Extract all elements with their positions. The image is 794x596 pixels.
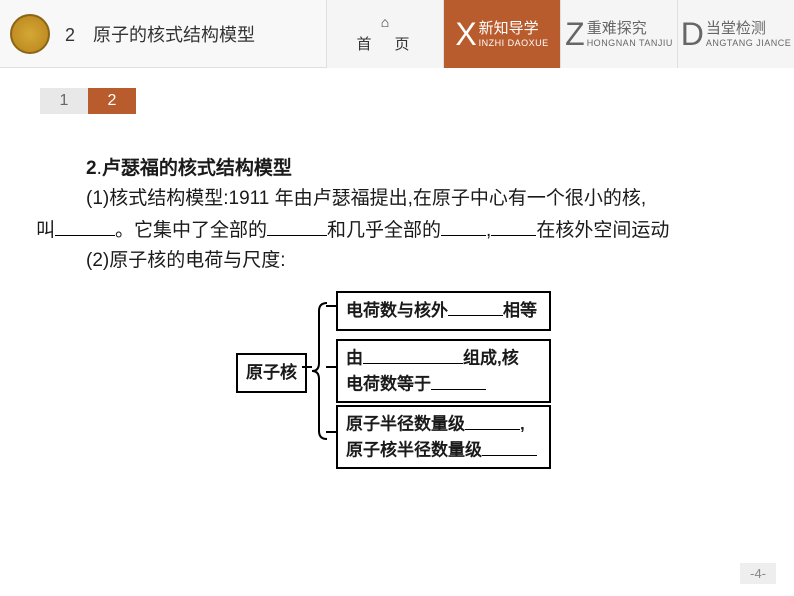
tab-subtitle: INZHI DAOXUE [479, 38, 549, 49]
diagram-node-1: 电荷数与核外相等 [336, 291, 551, 330]
sub-tab-2[interactable]: 2 [88, 88, 136, 114]
tab-title: 重难探究 [587, 20, 647, 38]
tab-title: 新知导学 [479, 20, 539, 38]
blank-fill [441, 215, 486, 236]
blank-fill [491, 215, 536, 236]
paragraph-1: (1)核式结构模型:1911 年由卢瑟福提出,在原子中心有一个很小的核, [86, 184, 744, 214]
diagram-connector [302, 366, 312, 368]
tab-letter: D [681, 18, 704, 50]
page-number: -4- [740, 563, 776, 584]
nav-tab-zhongnan[interactable]: Z 重难探究 HONGNAN TANJIU [560, 0, 677, 68]
sub-tabs: 1 2 [40, 88, 794, 114]
blank-fill [267, 215, 327, 236]
nav-home-button[interactable]: ⌂ 首 页 [326, 0, 443, 68]
paragraph-3: (2)原子核的电荷与尺度: [86, 246, 744, 276]
nav-home-label: 首 页 [356, 33, 413, 54]
logo-icon [10, 14, 50, 54]
home-icon: ⌂ [381, 14, 389, 30]
diagram-connector [326, 431, 336, 433]
nav-tabs: ⌂ 首 页 X 新知导学 INZHI DAOXUE Z 重难探究 HONGNAN… [326, 0, 794, 67]
diagram-connector [326, 366, 336, 368]
blank-fill [482, 437, 537, 456]
diagram-root-node: 原子核 [236, 353, 307, 392]
blank-fill [363, 345, 463, 364]
section-heading: 2.卢瑟福的核式结构模型 [86, 154, 744, 184]
tab-letter: X [455, 18, 476, 50]
tab-subtitle: ANGTANG JIANCE [706, 38, 791, 49]
content-area: 2.卢瑟福的核式结构模型 (1)核式结构模型:1911 年由卢瑟福提出,在原子中… [0, 114, 794, 461]
diagram-node-3: 原子半径数量级, 原子核半径数量级 [336, 405, 551, 468]
sub-tab-1[interactable]: 1 [40, 88, 88, 114]
blank-fill [448, 298, 503, 317]
blank-fill [55, 215, 115, 236]
blank-fill [431, 371, 486, 390]
nucleus-diagram: 原子核 电荷数与核外相等 由组成,核 电荷数等于 原子半径数量级, 原子核半径数… [236, 291, 744, 461]
header: 2 原子的核式结构模型 ⌂ 首 页 X 新知导学 INZHI DAOXUE Z … [0, 0, 794, 68]
nav-tab-dangtang[interactable]: D 当堂检测 ANGTANG JIANCE [677, 0, 794, 68]
tab-letter: Z [565, 18, 585, 50]
diagram-connector [326, 305, 336, 307]
paragraph-2: 叫。它集中了全部的和几乎全部的,在核外空间运动 [36, 215, 744, 246]
blank-fill [465, 411, 520, 430]
tab-subtitle: HONGNAN TANJIU [587, 38, 673, 49]
title-section: 2 原子的核式结构模型 [0, 0, 326, 67]
diagram-bracket [312, 301, 327, 441]
nav-tab-xinzhi[interactable]: X 新知导学 INZHI DAOXUE [443, 0, 560, 68]
diagram-node-2: 由组成,核 电荷数等于 [336, 339, 551, 402]
tab-title: 当堂检测 [706, 20, 766, 38]
page-title: 2 原子的核式结构模型 [65, 21, 255, 47]
